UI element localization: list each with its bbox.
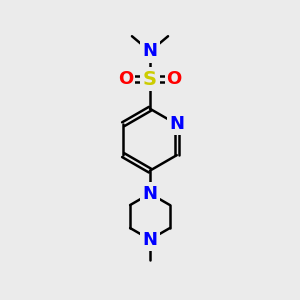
Text: N: N — [142, 230, 158, 248]
Text: O: O — [167, 70, 182, 88]
Text: N: N — [142, 42, 158, 60]
Text: S: S — [143, 70, 157, 89]
Text: N: N — [169, 115, 184, 133]
Text: N: N — [142, 184, 158, 202]
Text: O: O — [118, 70, 134, 88]
